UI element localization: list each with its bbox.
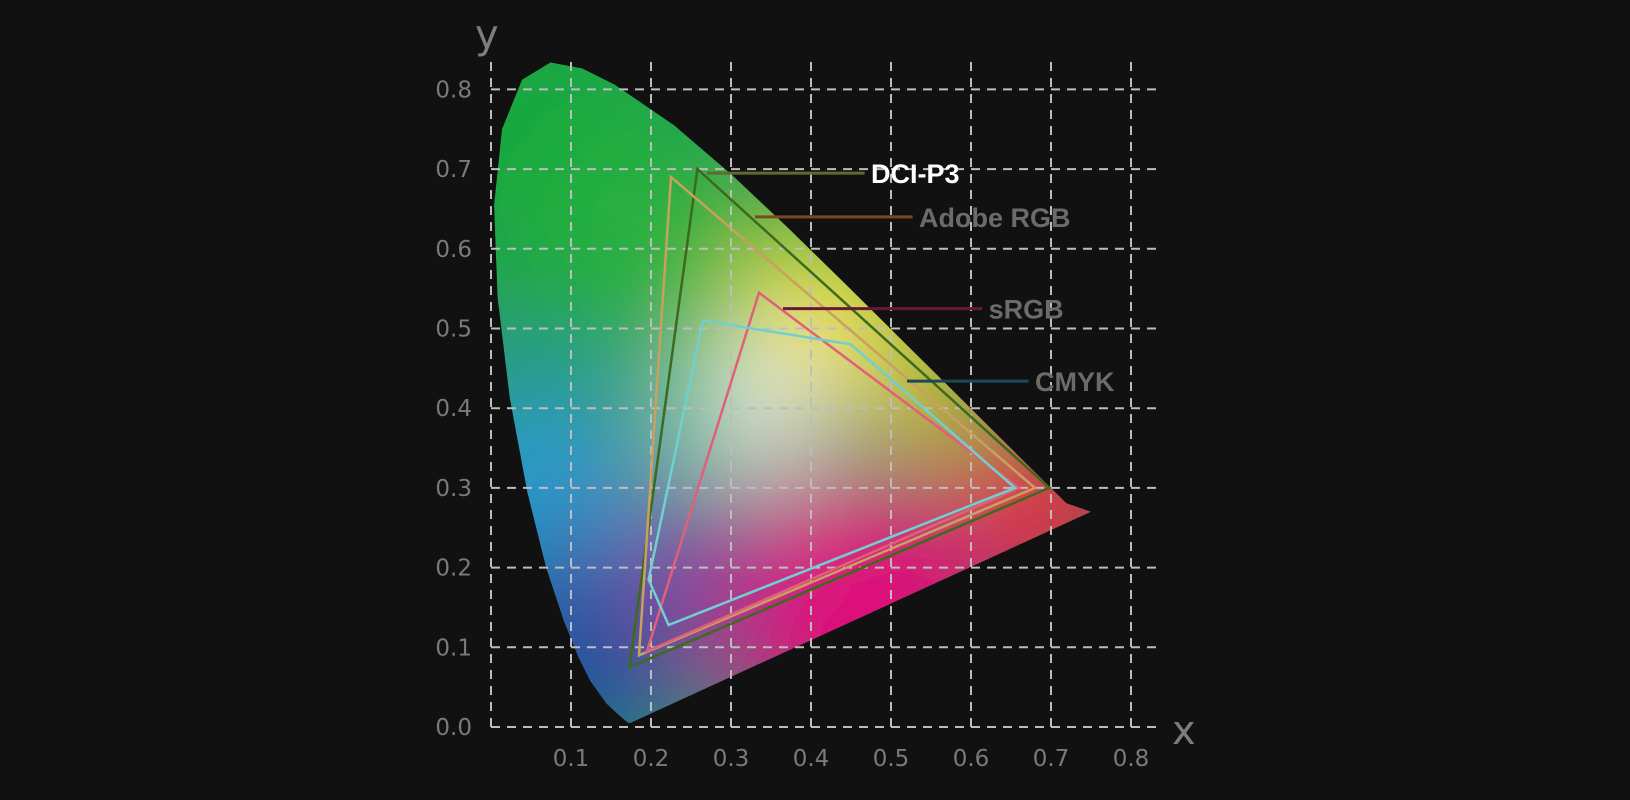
x-tick-label: 0.7	[1033, 746, 1070, 772]
spectral-locus-gamut	[494, 62, 1092, 723]
legend-label: Adobe RGB	[919, 203, 1071, 233]
gamut-srgb	[644, 290, 1022, 654]
x-tick-label: 0.8	[1113, 746, 1150, 772]
y-tick-label: 0.1	[435, 635, 472, 661]
y-tick-label: 0.2	[435, 556, 472, 582]
y-tick-label: 0.6	[435, 237, 472, 263]
y-tick-label: 0.3	[435, 476, 472, 502]
gamut-cmyk	[647, 319, 1018, 627]
x-tick-label: 0.6	[953, 746, 990, 772]
y-axis-label: y	[475, 12, 499, 58]
y-tick-label: 0.0	[435, 715, 472, 741]
gamut-dci-p3	[627, 166, 1052, 670]
x-tick-label: 0.2	[633, 746, 670, 772]
y-tick-label: 0.4	[435, 396, 472, 422]
grid	[490, 61, 1163, 728]
y-tick-label: 0.5	[435, 317, 472, 343]
x-tick-label: 0.3	[713, 746, 750, 772]
axis-ticks: 0.1 0.2 0.3 0.4 0.5 0.6 0.7 0.8 0.0 0.1 0.2 0.3 0.4 0…	[435, 77, 1149, 772]
x-tick-label: 0.4	[793, 746, 830, 772]
gamut-triangles	[627, 166, 1052, 670]
y-tick-label: 0.8	[435, 77, 472, 103]
x-tick-label: 0.1	[553, 746, 590, 772]
x-tick-label: 0.5	[873, 746, 910, 772]
y-tick-label: 0.7	[435, 157, 472, 183]
color-blob	[961, 413, 1092, 594]
legend-label: DCI-P3	[871, 159, 960, 189]
legend-labels: DCI-P3 Adobe RGB sRGB CMYK	[707, 159, 1115, 397]
legend-label: sRGB	[989, 295, 1064, 325]
x-axis-label: x	[1172, 708, 1196, 754]
legend-label: CMYK	[1035, 367, 1115, 397]
gamut-adobe-rgb	[637, 174, 1038, 658]
